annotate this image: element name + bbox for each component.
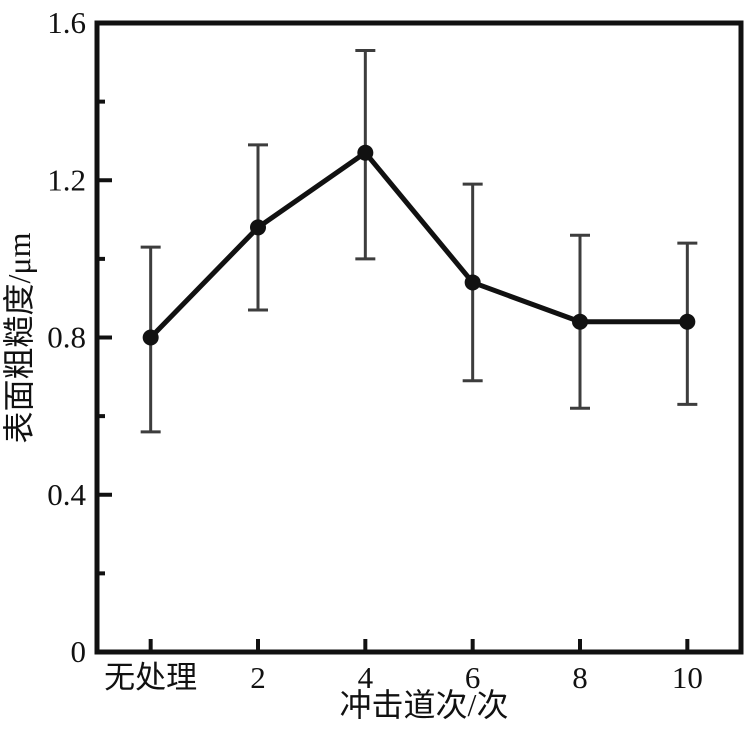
data-line — [148, 150, 690, 340]
y-tick-label: 1.2 — [47, 162, 86, 197]
data-point — [250, 219, 266, 236]
y-tick-label: 1.6 — [47, 5, 86, 40]
data-point — [357, 144, 374, 161]
x-tick-label: 6 — [465, 660, 481, 695]
y-tick-label: 0.4 — [47, 477, 86, 512]
data-line-layer — [148, 150, 690, 340]
data-point — [142, 329, 159, 346]
error-bars-layer — [140, 49, 698, 434]
y-tick-label: 0 — [71, 634, 87, 669]
axes-layer — [94, 20, 744, 655]
x-tick-label: 4 — [358, 660, 374, 695]
plot-frame — [94, 20, 744, 655]
x-tick-label: 8 — [572, 660, 588, 695]
x-axis-title: 冲击道次/次 — [340, 687, 509, 723]
data-point — [464, 274, 481, 291]
x-tick-label: 10 — [672, 660, 703, 695]
x-tick-label: 无处理 — [104, 660, 197, 695]
y-axis-title: 表面粗糙度/μm — [1, 232, 37, 443]
data-points-layer — [142, 144, 696, 346]
x-tick-label: 2 — [250, 660, 266, 695]
y-tick-label: 0.8 — [47, 320, 86, 355]
data-point — [572, 313, 588, 330]
tick-labels-layer: 0 0.4 0.8 1.2 1.6 无处理 2 4 6 8 10 — [47, 5, 703, 695]
data-point — [679, 313, 696, 330]
